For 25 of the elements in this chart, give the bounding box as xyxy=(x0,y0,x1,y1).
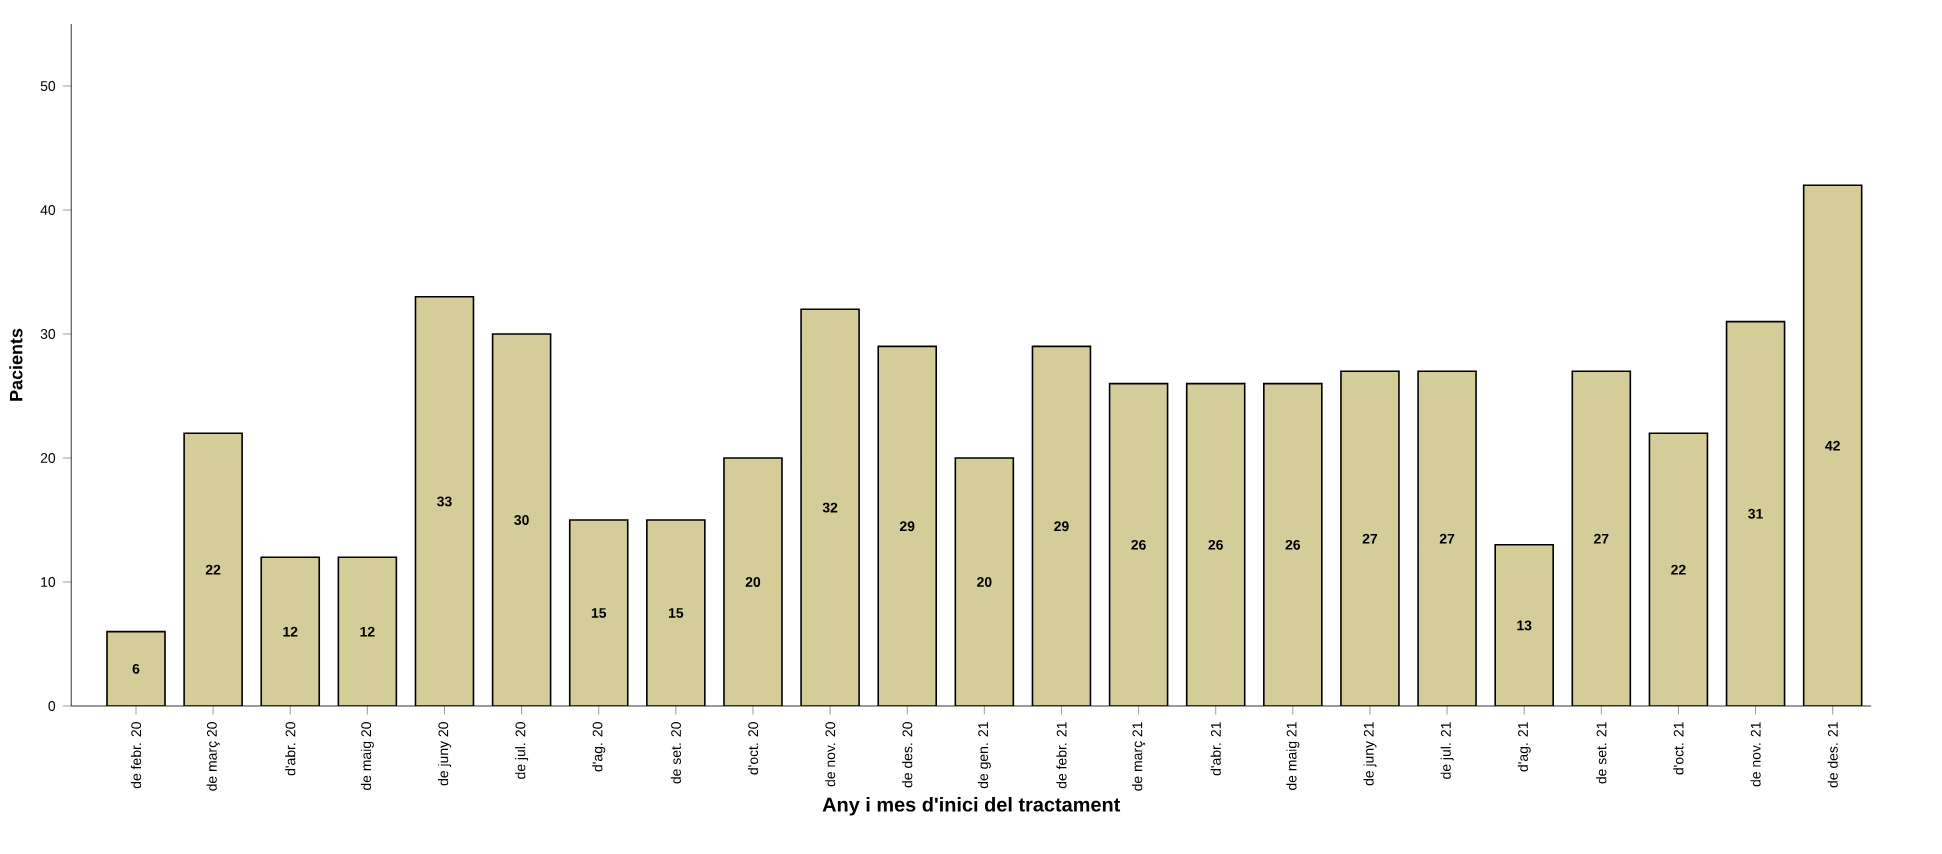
bar xyxy=(646,519,706,706)
x-axis-title: Any i mes d'inici del tractament xyxy=(822,797,1121,816)
bar xyxy=(183,432,243,706)
bar xyxy=(1648,432,1709,706)
bar xyxy=(1185,382,1246,706)
bar xyxy=(106,630,166,706)
bar xyxy=(1571,370,1632,706)
bar xyxy=(1108,382,1169,706)
bar xyxy=(1494,544,1554,706)
y-axis-title: Pacients xyxy=(9,328,23,401)
bar xyxy=(877,345,938,706)
bar xyxy=(568,519,629,706)
bar xyxy=(1417,370,1477,706)
bar xyxy=(723,457,783,706)
bar xyxy=(1340,370,1400,706)
bar xyxy=(414,296,475,706)
bar xyxy=(1031,345,1092,706)
bar xyxy=(1725,320,1786,706)
bar xyxy=(491,333,552,706)
bar xyxy=(1802,184,1863,706)
bar xyxy=(954,457,1015,706)
bar xyxy=(1263,382,1323,706)
bar xyxy=(337,556,398,706)
bar xyxy=(800,308,860,706)
bar xyxy=(260,556,321,706)
